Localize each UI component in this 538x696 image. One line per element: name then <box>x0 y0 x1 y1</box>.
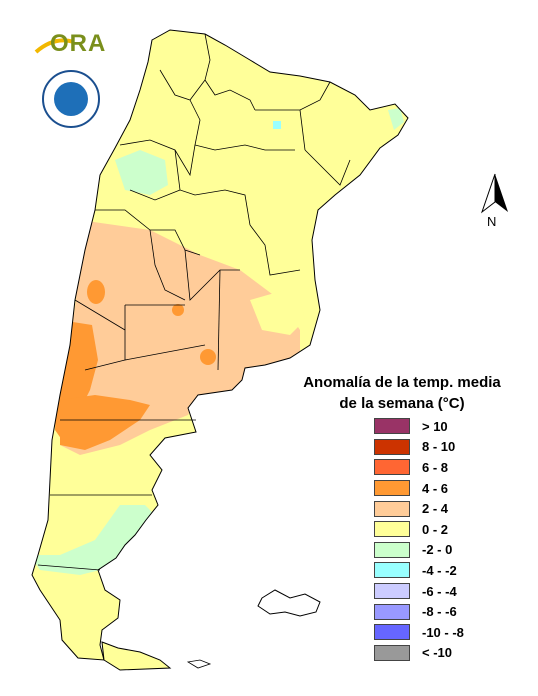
zone-m2-0-south <box>32 505 160 575</box>
legend-swatch <box>374 418 410 435</box>
legend-item: -10 - -8 <box>374 622 494 643</box>
legend-item: 6 - 8 <box>374 457 494 478</box>
legend-swatch <box>374 521 410 538</box>
legend-item: 4 - 6 <box>374 478 494 499</box>
ora-logo <box>34 30 106 60</box>
malvinas-islands <box>257 589 321 617</box>
legend-label: -6 - -4 <box>422 583 457 599</box>
legend-title-line1: Anomalía de la temp. media <box>303 374 501 391</box>
legend-swatch <box>374 438 410 455</box>
legend-label: 0 - 2 <box>422 521 449 537</box>
legend-swatch <box>374 459 410 476</box>
zone-m4-m2 <box>273 121 281 129</box>
legend-item: > 10 <box>374 416 494 437</box>
legend-label: -10 - -8 <box>422 624 464 640</box>
legend-swatch <box>374 583 410 600</box>
country-outline <box>31 29 409 661</box>
zone-0-2-inner <box>250 290 305 335</box>
legend-label: 8 - 10 <box>422 439 456 455</box>
legend-label: 6 - 8 <box>422 459 449 475</box>
legend-item: -4 - -2 <box>374 560 494 581</box>
legend-swatch <box>374 644 410 661</box>
zone-2-4 <box>60 220 300 455</box>
zone-4-6-spot-b <box>172 304 184 316</box>
north-label: N <box>487 214 497 229</box>
ora-swoosh-icon <box>34 38 75 54</box>
legend-item: -6 - -4 <box>374 581 494 602</box>
tierra-del-fuego <box>101 641 172 671</box>
legend-swatch <box>374 500 410 517</box>
legend-item: 0 - 2 <box>374 519 494 540</box>
legend: > 10 8 - 10 6 - 8 4 - 6 2 - 4 0 - 2 -2 - 0 -4 -… <box>374 416 494 663</box>
legend-swatch <box>374 603 410 620</box>
legend-item: 8 - 10 <box>374 437 494 458</box>
zone-4-6-spot-a <box>87 280 105 304</box>
legend-swatch <box>374 562 410 579</box>
legend-label: -4 - -2 <box>422 562 457 578</box>
legend-swatch <box>374 624 410 641</box>
zone-m2-0-north <box>115 150 168 195</box>
legend-label: -8 - -6 <box>422 604 457 620</box>
zone-m2-0-misiones <box>388 108 404 130</box>
legend-label: -2 - 0 <box>422 542 453 558</box>
zone-4-6-chubut <box>60 395 150 450</box>
legend-item: 2 - 4 <box>374 498 494 519</box>
legend-label: < -10 <box>422 645 452 661</box>
legend-title-line2: de la semana (°C) <box>339 395 465 412</box>
legend-title: Anomalía de la temp. media de la semana … <box>296 372 508 414</box>
zone-4-6-spot-c <box>200 349 216 365</box>
smn-seal-center <box>54 82 88 116</box>
legend-label: 4 - 6 <box>422 480 449 496</box>
legend-item: -8 - -6 <box>374 601 494 622</box>
ora-logo-text: ORA <box>50 30 107 57</box>
legend-label: 2 - 4 <box>422 501 449 517</box>
legend-swatch <box>374 480 410 497</box>
legend-label: > 10 <box>422 418 448 434</box>
north-arrow-icon <box>480 173 508 214</box>
isla-estados <box>186 659 212 669</box>
province-borders <box>37 33 351 571</box>
legend-item: -2 - 0 <box>374 540 494 561</box>
legend-item: < -10 <box>374 643 494 664</box>
smn-seal-icon <box>42 70 100 128</box>
legend-swatch <box>374 541 410 558</box>
